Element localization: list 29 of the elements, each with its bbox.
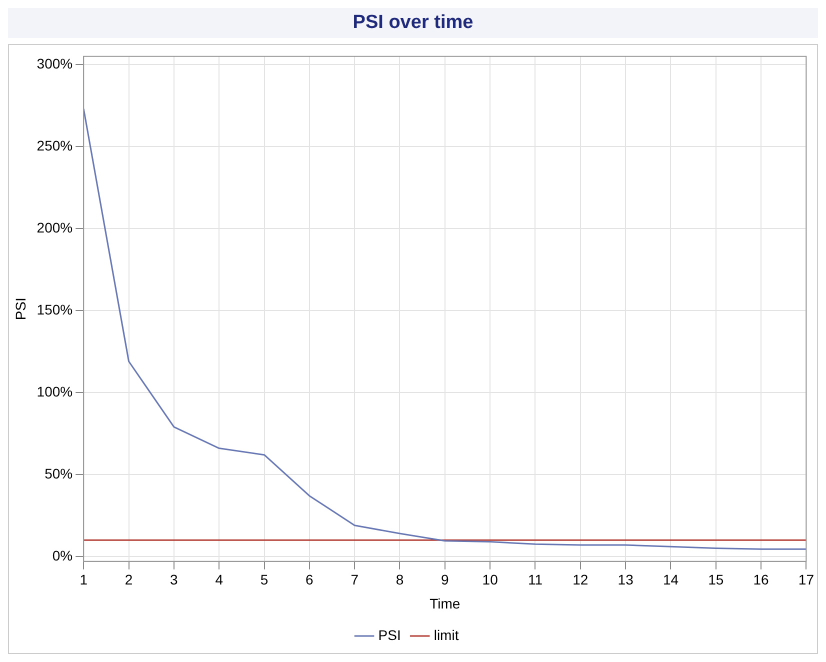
- x-tick-label: 10: [482, 572, 498, 588]
- x-tick-label: 3: [170, 572, 178, 588]
- y-tick-label: 50%: [44, 465, 73, 482]
- x-axis-title: Time: [430, 595, 460, 612]
- y-tick-label: 100%: [36, 383, 73, 400]
- x-tick-label: 5: [260, 572, 268, 588]
- chart-title: PSI over time: [8, 8, 818, 38]
- x-tick-label: 15: [708, 572, 724, 588]
- x-tick-label: 17: [798, 572, 814, 588]
- x-tick-label: 9: [441, 572, 450, 588]
- x-tick-label: 8: [396, 572, 404, 588]
- legend-label: limit: [434, 626, 459, 643]
- y-tick-label: 300%: [36, 55, 73, 72]
- y-tick-label: 0%: [52, 547, 73, 564]
- y-axis-title: PSI: [12, 298, 28, 320]
- x-tick-label: 2: [124, 572, 133, 588]
- y-tick-label: 150%: [36, 301, 73, 318]
- x-tick-label: 16: [753, 572, 770, 588]
- x-tick-label: 12: [572, 572, 588, 588]
- x-tick-label: 6: [306, 572, 314, 588]
- x-tick-label: 11: [528, 572, 543, 588]
- x-tick-label: 13: [618, 572, 634, 588]
- legend-label: PSI: [378, 626, 401, 643]
- x-tick-label: 7: [350, 572, 359, 588]
- x-tick-label: 1: [80, 572, 88, 588]
- x-tick-label: 4: [215, 572, 224, 588]
- y-tick-label: 200%: [36, 219, 73, 236]
- x-tick-label: 14: [662, 572, 679, 588]
- y-tick-label: 250%: [36, 137, 73, 154]
